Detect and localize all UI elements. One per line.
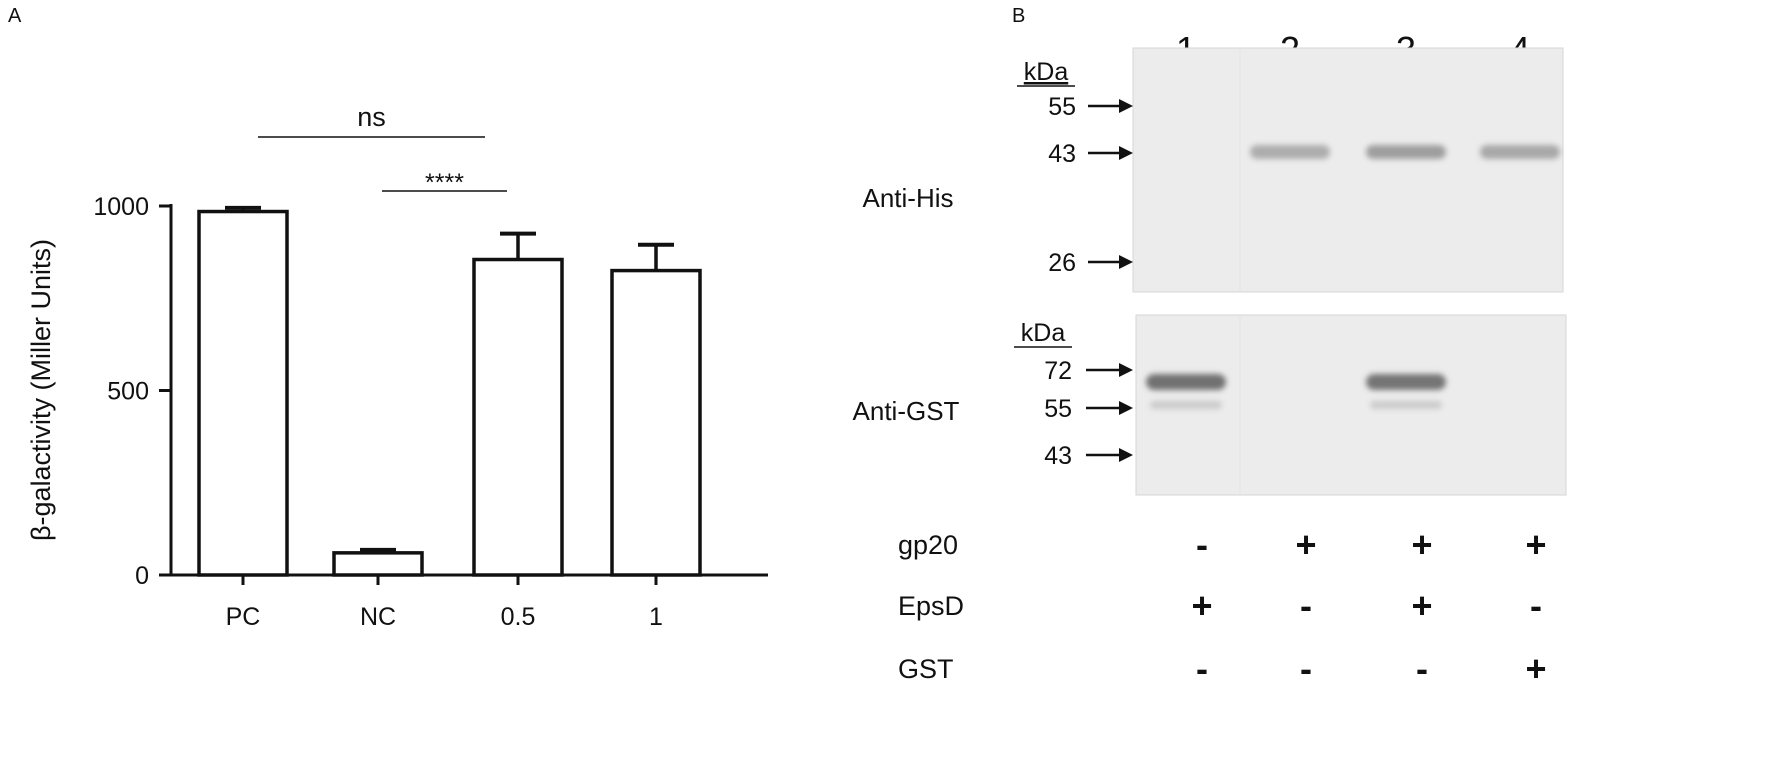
- blot-band-faint: [1150, 401, 1222, 409]
- kda-label: kDa: [1021, 319, 1066, 347]
- panel-a-letter: A: [8, 5, 22, 27]
- y-tick-label: 500: [107, 378, 149, 406]
- marker-arrowhead: [1119, 401, 1133, 415]
- bar: [472, 257, 564, 577]
- condition-sign: -: [1300, 585, 1312, 626]
- condition-sign: -: [1196, 648, 1208, 689]
- marker-arrowhead: [1119, 146, 1133, 160]
- x-tick-labels: PC NC 0.5 1: [226, 603, 663, 631]
- x-tick-label: PC: [226, 603, 261, 631]
- marker-label: 55: [1048, 93, 1076, 121]
- blot-label: Anti-His: [862, 183, 953, 213]
- marker-label: 26: [1048, 249, 1076, 277]
- blot-anti-his: Anti-His kDa 55 43 26: [862, 47, 1564, 293]
- marker-label: 72: [1044, 357, 1072, 385]
- x-tick-label: NC: [360, 603, 396, 631]
- marker-arrowhead: [1119, 255, 1133, 269]
- blot-band: [1366, 374, 1446, 390]
- panel-a: A β-galactivity (Miller Units) 0 500 1000 …: [8, 5, 768, 631]
- condition-sign: -: [1196, 524, 1208, 565]
- bar-chart: β-galactivity (Miller Units) 0 500 1000 PC…: [26, 102, 768, 631]
- blot-band: [1250, 145, 1330, 159]
- condition-sign: +: [1411, 585, 1432, 626]
- condition-sign: +: [1191, 585, 1212, 626]
- marker-arrowhead: [1119, 99, 1133, 113]
- bars: [197, 205, 702, 585]
- blot-band: [1146, 374, 1226, 390]
- y-tick-label: 1000: [93, 193, 149, 221]
- bar: [332, 551, 424, 577]
- condition-label: EpsD: [898, 591, 964, 621]
- significance-annotations: ns ****: [258, 102, 507, 197]
- bar: [610, 268, 702, 577]
- kda-label: kDa: [1024, 58, 1069, 86]
- blot-band: [1366, 145, 1446, 159]
- size-markers: 72 55 43: [1044, 357, 1133, 470]
- condition-label: GST: [898, 654, 954, 684]
- blot-band: [1480, 145, 1560, 159]
- x-tick-label: 1: [649, 603, 663, 631]
- condition-sign: -: [1416, 648, 1428, 689]
- condition-label: gp20: [898, 530, 958, 560]
- blot-anti-gst: Anti-GST kDa 72 55 43: [853, 314, 1567, 496]
- blot-membrane: [1132, 47, 1564, 293]
- y-tick-label: 0: [135, 562, 149, 590]
- x-tick-label: 0.5: [501, 603, 536, 631]
- blot-band-faint: [1370, 401, 1442, 409]
- condition-sign: -: [1300, 648, 1312, 689]
- bands: [1250, 145, 1560, 159]
- marker-label: 43: [1044, 442, 1072, 470]
- significance-label: ns: [357, 102, 386, 132]
- condition-sign: +: [1525, 648, 1546, 689]
- condition-table: gp20 - + + + EpsD + - + - GST - - - +: [898, 524, 1547, 689]
- marker-label: 43: [1048, 140, 1076, 168]
- bands: [1146, 374, 1446, 409]
- condition-sign: +: [1411, 524, 1432, 565]
- significance-label: ****: [425, 169, 464, 197]
- bar: [197, 209, 289, 577]
- blot-label: Anti-GST: [853, 396, 960, 426]
- y-axis-label: β-galactivity (Miller Units): [26, 239, 56, 541]
- size-markers: 55 43 26: [1048, 93, 1133, 277]
- marker-arrowhead: [1119, 448, 1133, 462]
- marker-label: 55: [1044, 395, 1072, 423]
- y-ticks: 0 500 1000: [93, 193, 171, 590]
- marker-arrowhead: [1119, 363, 1133, 377]
- condition-sign: -: [1530, 585, 1542, 626]
- panel-b-letter: B: [1012, 5, 1025, 27]
- condition-sign: +: [1525, 524, 1546, 565]
- condition-sign: +: [1295, 524, 1316, 565]
